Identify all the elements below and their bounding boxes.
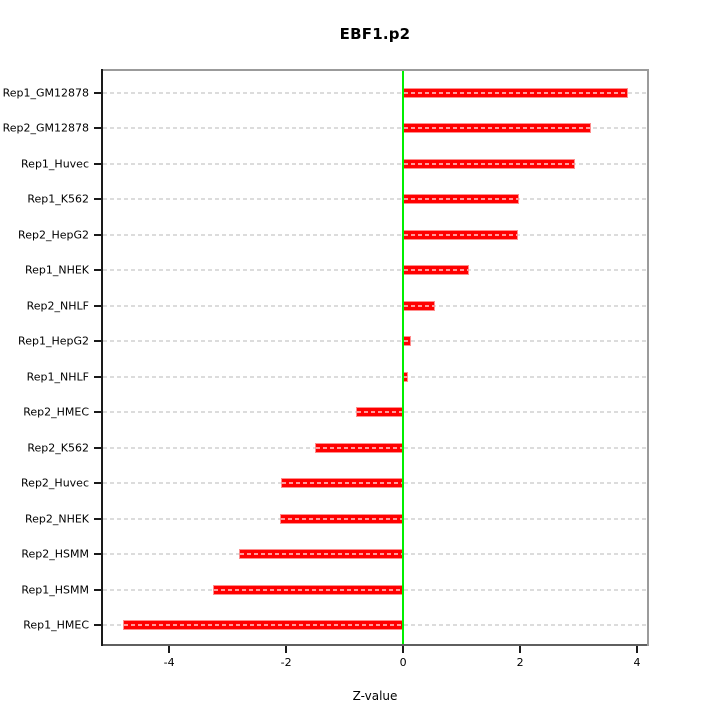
y-tick-label: Rep1_HSMM xyxy=(21,583,89,597)
y-tick-label: Rep1_NHEK xyxy=(24,263,89,277)
bar-texture xyxy=(357,411,403,414)
x-tick xyxy=(402,646,405,653)
bar-texture xyxy=(213,588,403,591)
plot-border-right xyxy=(647,69,649,646)
x-tick-label: 4 xyxy=(633,656,641,669)
gridline xyxy=(103,375,647,378)
y-tick xyxy=(94,624,101,627)
y-tick xyxy=(94,588,101,591)
x-tick-label: -4 xyxy=(163,656,175,669)
bar-texture xyxy=(404,340,411,343)
y-tick-label: Rep2_HMEC xyxy=(23,405,89,419)
y-tick-label: Rep2_GM12878 xyxy=(2,121,89,135)
y-tick xyxy=(94,304,101,307)
bar xyxy=(122,620,404,631)
bar xyxy=(356,407,404,418)
bar-texture xyxy=(404,198,519,201)
bar xyxy=(403,158,576,169)
chart-title: EBF1.p2 xyxy=(339,25,411,43)
gridline xyxy=(103,304,647,307)
bar xyxy=(403,123,591,134)
y-tick xyxy=(94,446,101,449)
y-tick xyxy=(94,340,101,343)
x-tick-label: -2 xyxy=(280,656,292,669)
bar xyxy=(239,549,404,560)
gridline xyxy=(103,233,647,236)
y-tick xyxy=(94,553,101,556)
x-tick xyxy=(285,646,288,653)
y-tick-label: Rep2_Huvec xyxy=(21,476,89,490)
y-tick-label: Rep1_K562 xyxy=(27,192,89,206)
y-tick-label: Rep2_NHEK xyxy=(24,512,89,526)
y-tick xyxy=(94,411,101,414)
bar xyxy=(212,584,404,595)
y-tick xyxy=(94,517,101,520)
y-tick-label: Rep2_HSMM xyxy=(21,547,89,561)
bar xyxy=(403,336,412,347)
bar xyxy=(403,194,520,205)
bar-texture xyxy=(281,517,403,520)
bar xyxy=(280,513,404,524)
gridline xyxy=(103,269,647,272)
bar xyxy=(403,88,628,98)
y-tick xyxy=(94,269,101,272)
gridline xyxy=(103,92,647,94)
y-tick-label: Rep2_K562 xyxy=(27,441,89,455)
bar-texture xyxy=(404,127,590,130)
y-tick-label: Rep1_HepG2 xyxy=(18,334,89,348)
y-tick xyxy=(94,162,101,165)
x-tick xyxy=(519,646,522,653)
y-axis-line xyxy=(101,69,103,646)
x-tick xyxy=(168,646,171,653)
gridline xyxy=(103,340,647,343)
y-tick-label: Rep1_NHLF xyxy=(26,370,89,384)
bar xyxy=(403,229,519,240)
x-tick-label: 0 xyxy=(399,656,407,669)
y-tick-label: Rep2_NHLF xyxy=(26,299,89,313)
bar-texture xyxy=(404,92,627,94)
y-tick xyxy=(94,482,101,485)
bar-texture xyxy=(123,624,403,627)
bar-texture xyxy=(404,304,435,307)
bar-texture xyxy=(404,269,469,272)
x-tick-label: 2 xyxy=(516,656,524,669)
gridline xyxy=(103,127,647,130)
gridline xyxy=(103,162,647,165)
y-tick xyxy=(94,92,101,94)
x-axis-title: Z-value xyxy=(352,689,398,703)
bar-texture xyxy=(316,446,403,449)
bar-texture xyxy=(281,482,403,485)
gridline xyxy=(103,198,647,201)
y-tick-label: Rep1_GM12878 xyxy=(2,86,89,100)
plot-area: Rep1_GM12878 Rep2_GM12878 Rep1_Huvec Rep1_K… xyxy=(3,69,649,668)
bar xyxy=(315,442,404,453)
y-tick-label: Rep1_Huvec xyxy=(21,157,89,171)
bar xyxy=(403,265,470,276)
bar xyxy=(280,478,404,489)
y-tick xyxy=(94,127,101,130)
y-tick xyxy=(94,198,101,201)
bar-texture xyxy=(404,233,518,236)
zero-reference-line xyxy=(402,71,405,644)
x-axis-line xyxy=(103,644,647,646)
y-tick-label: Rep2_HepG2 xyxy=(18,228,89,242)
y-tick-label: Rep1_HMEC xyxy=(23,618,89,632)
bar-texture xyxy=(240,553,403,556)
plot-border-top xyxy=(103,69,647,71)
bar-texture xyxy=(404,375,407,378)
x-tick xyxy=(636,646,639,653)
y-tick xyxy=(94,375,101,378)
bar xyxy=(403,300,436,311)
y-tick xyxy=(94,233,101,236)
bar-texture xyxy=(404,162,575,165)
